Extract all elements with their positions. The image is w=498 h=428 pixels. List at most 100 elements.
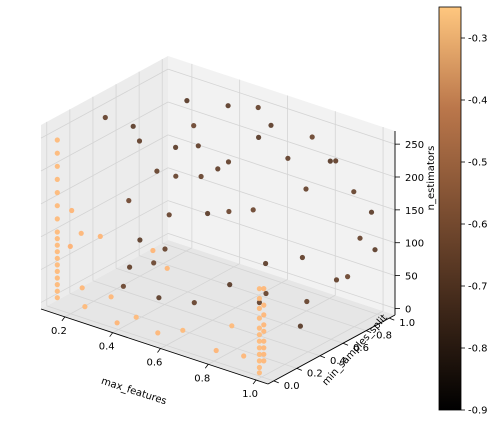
colorbar-ticks: -0.3 -0.4 -0.5 -0.6 -0.7 -0.8 -0.9 <box>461 34 488 417</box>
data-point <box>229 323 235 329</box>
colorbar-gradient <box>438 6 462 411</box>
data-point <box>261 328 267 334</box>
data-point <box>256 351 262 357</box>
data-point <box>256 299 262 306</box>
grid-line-z <box>167 134 396 211</box>
data-point <box>69 207 75 214</box>
grid-line-x <box>208 294 336 365</box>
data-point <box>215 166 221 172</box>
data-point <box>137 237 143 243</box>
grid-line-y <box>92 280 321 357</box>
y-tick-mark <box>319 355 326 359</box>
data-point <box>285 155 291 161</box>
data-point <box>54 255 60 261</box>
x-tick-label: 1.0 <box>242 389 258 400</box>
data-point <box>198 173 204 180</box>
y-tick-label: 0.6 <box>353 343 369 354</box>
data-point <box>327 158 333 164</box>
x-tick-mark <box>252 379 257 385</box>
data-point <box>205 210 211 217</box>
data-point <box>54 176 60 182</box>
data-point <box>304 298 310 305</box>
y-tick-mark <box>342 342 349 346</box>
data-point <box>368 209 375 215</box>
grid-line-z <box>40 200 169 270</box>
data-point <box>261 338 267 344</box>
colorbar-tick-label: -0.3 <box>468 34 488 45</box>
data-point <box>54 203 60 209</box>
grid-line-z <box>40 68 169 139</box>
data-point <box>133 314 139 320</box>
data-point <box>97 233 103 239</box>
data-point <box>255 104 261 111</box>
x-tick-label: 0.8 <box>194 373 210 384</box>
data-point <box>164 265 170 271</box>
data-point <box>357 235 363 241</box>
data-point <box>263 290 269 297</box>
data-points <box>54 98 378 376</box>
y-tick-label: 1.0 <box>399 318 415 329</box>
data-point <box>261 302 267 308</box>
data-point <box>54 295 60 301</box>
data-point <box>226 208 232 215</box>
y-tick-mark <box>273 380 279 384</box>
data-point <box>54 150 60 156</box>
data-point <box>372 247 378 253</box>
colorbar-tick-label: -0.9 <box>468 406 488 417</box>
y-tick-label: 0.4 <box>330 356 346 367</box>
data-point <box>263 260 269 267</box>
data-point <box>156 295 162 301</box>
z-tick-label: 250 <box>405 140 424 151</box>
y-tick-mark <box>296 367 303 371</box>
data-point <box>191 300 197 306</box>
x-tick-mark <box>61 316 66 322</box>
data-point <box>256 370 262 376</box>
data-point <box>256 305 262 311</box>
data-point <box>180 327 186 333</box>
grid-line-z <box>167 167 396 244</box>
data-point <box>191 123 197 129</box>
data-point <box>54 268 60 274</box>
z-tick-label: 100 <box>405 239 424 250</box>
data-point <box>54 262 60 268</box>
grid-line-z <box>40 167 169 238</box>
data-point <box>256 134 262 140</box>
data-point <box>241 353 247 359</box>
y-tick-mark <box>365 330 372 334</box>
grid-line-z <box>40 233 169 303</box>
y-tick-mark <box>389 317 395 321</box>
data-point <box>261 351 267 357</box>
colorbar-tick-label: -0.8 <box>468 344 488 355</box>
colorbar: -0.3 -0.4 -0.5 -0.6 -0.7 -0.8 -0.9 <box>438 6 488 417</box>
data-point <box>309 134 315 140</box>
y-tick-label: 0.2 <box>307 368 323 379</box>
data-point <box>54 288 60 294</box>
data-point <box>54 236 60 242</box>
x-axis-label: max_features <box>100 376 168 408</box>
colorbar-tick-label: -0.6 <box>468 220 488 231</box>
data-point <box>256 295 262 302</box>
data-point <box>345 274 351 280</box>
y-tick-label: 0.8 <box>376 331 392 342</box>
data-point <box>227 282 233 288</box>
data-point <box>256 315 262 321</box>
grid-line-x <box>112 263 240 334</box>
data-point <box>261 286 267 292</box>
data-point <box>54 190 60 196</box>
x-tick-label: 0.4 <box>99 342 115 353</box>
data-point <box>82 304 88 310</box>
pane-floor <box>41 240 395 384</box>
grid-line-y <box>139 255 367 332</box>
data-point <box>333 277 340 283</box>
data-point <box>150 247 156 254</box>
grid-line-z <box>167 101 396 178</box>
data-point <box>54 137 60 143</box>
data-point <box>333 158 339 164</box>
data-point <box>195 143 201 149</box>
z-tick-label: 150 <box>405 206 424 217</box>
data-point <box>130 123 136 129</box>
data-point <box>173 144 179 150</box>
z-tick-label: 200 <box>405 173 424 184</box>
data-point <box>162 246 168 252</box>
